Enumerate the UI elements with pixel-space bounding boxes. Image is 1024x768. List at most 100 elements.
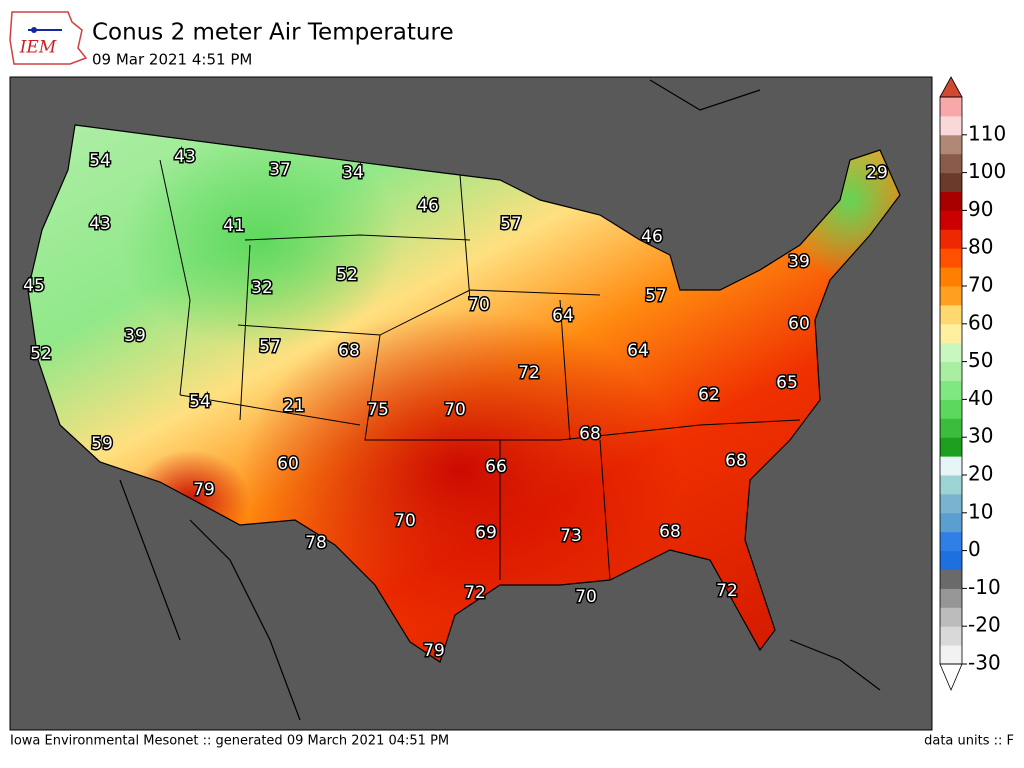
station-value: 54 bbox=[89, 151, 111, 171]
station-value: 72 bbox=[464, 583, 486, 603]
colorbar-band bbox=[940, 153, 962, 174]
colorbar-tick-label: 50 bbox=[968, 348, 993, 372]
colorbar-band bbox=[940, 399, 962, 419]
colorbar-band bbox=[940, 456, 962, 476]
station-value: 41 bbox=[223, 216, 245, 236]
colorbar-tick-label: 30 bbox=[968, 424, 993, 448]
station-value: 69 bbox=[475, 523, 497, 543]
colorbar-band bbox=[940, 210, 962, 230]
colorbar-band bbox=[940, 607, 962, 627]
station-value: 52 bbox=[336, 265, 358, 285]
station-value: 68 bbox=[338, 341, 360, 361]
colorbar-band bbox=[940, 342, 962, 363]
station-value: 78 bbox=[305, 533, 327, 553]
station-value: 70 bbox=[444, 400, 466, 420]
colorbar-band bbox=[940, 645, 962, 665]
station-value: 57 bbox=[259, 337, 281, 357]
colorbar-band bbox=[940, 418, 962, 438]
colorbar-band bbox=[940, 531, 962, 552]
station-value: 65 bbox=[776, 373, 798, 393]
station-value: 29 bbox=[866, 163, 888, 183]
station-value: 68 bbox=[659, 522, 681, 542]
colorbar-tick-label: -10 bbox=[968, 575, 1001, 599]
colorbar-band bbox=[940, 512, 962, 533]
colorbar-band bbox=[940, 304, 962, 325]
colorbar-under bbox=[939, 663, 963, 692]
logo-text: IEM bbox=[19, 38, 57, 58]
station-value: 46 bbox=[641, 227, 663, 247]
colorbar-tick-label: 80 bbox=[968, 235, 993, 259]
station-value: 43 bbox=[89, 214, 111, 234]
station-value: 79 bbox=[423, 641, 445, 661]
colorbar-band bbox=[940, 134, 962, 155]
station-value: 39 bbox=[788, 252, 810, 272]
station-value: 64 bbox=[552, 306, 574, 326]
title: Conus 2 meter Air Temperature bbox=[92, 20, 454, 46]
station-value: 54 bbox=[189, 392, 211, 412]
station-value: 46 bbox=[417, 196, 439, 216]
colorbar-tick-label: -20 bbox=[968, 613, 1001, 637]
colorbar-band bbox=[940, 286, 962, 306]
colorbar-tick-label: 0 bbox=[968, 537, 981, 561]
subtitle: 09 Mar 2021 4:51 PM bbox=[92, 51, 252, 69]
station-value: 57 bbox=[645, 286, 667, 306]
station-value: 72 bbox=[518, 363, 540, 383]
colorbar-band bbox=[940, 475, 962, 495]
colorbar-band bbox=[940, 437, 962, 457]
colorbar-over bbox=[939, 76, 963, 98]
colorbar-band bbox=[940, 588, 962, 608]
colorbar-frame bbox=[939, 96, 963, 665]
colorbar-tick-label: 70 bbox=[968, 273, 993, 297]
station-value: 64 bbox=[627, 341, 649, 361]
station-value: 59 bbox=[91, 434, 113, 454]
colorbar-band bbox=[940, 97, 962, 117]
colorbar-band bbox=[940, 229, 962, 249]
colorbar-tick-label: 60 bbox=[968, 310, 993, 334]
logo: IEM bbox=[9, 11, 88, 65]
station-value: 68 bbox=[725, 451, 747, 471]
station-value: 79 bbox=[193, 480, 215, 500]
station-value: 70 bbox=[468, 295, 490, 315]
colorbar-band bbox=[940, 172, 962, 192]
station-value: 70 bbox=[394, 511, 416, 531]
colorbar-band bbox=[940, 248, 962, 268]
station-value: 52 bbox=[30, 344, 52, 364]
station-value: 62 bbox=[698, 385, 720, 405]
colorbar-band bbox=[940, 626, 962, 646]
colorbar-tick-label: 110 bbox=[968, 121, 1006, 145]
station-value: 45 bbox=[23, 276, 45, 296]
station-value: 32 bbox=[251, 278, 273, 298]
colorbar-tick-label: -30 bbox=[968, 651, 1001, 675]
station-value: 34 bbox=[342, 163, 364, 183]
colorbar-tick-label: 20 bbox=[968, 462, 993, 486]
station-value: 70 bbox=[575, 587, 597, 607]
station-value: 66 bbox=[485, 457, 507, 477]
station-value: 72 bbox=[716, 581, 738, 601]
colorbar-band bbox=[940, 361, 962, 381]
station-value: 68 bbox=[579, 424, 601, 444]
station-value: 75 bbox=[367, 400, 389, 420]
station-value: 37 bbox=[269, 160, 291, 180]
map: 54 43 37 34 46 57 46 29 43 41 52 32 39 45 70 64 57 60 39 57… bbox=[9, 76, 933, 731]
colorbar-tick-label: 90 bbox=[968, 197, 993, 221]
footer-right: data units :: F bbox=[924, 734, 1014, 749]
colorbar-band bbox=[940, 323, 962, 344]
station-value: 60 bbox=[277, 454, 299, 474]
colorbar: -30 -20 -10 0 10 20 30 40 50 60 70 80 90 100 110 bbox=[939, 76, 1006, 692]
colorbar-tick-label: 10 bbox=[968, 499, 993, 523]
colorbar-band bbox=[940, 569, 962, 589]
colorbar-band bbox=[940, 380, 962, 400]
station-value: 21 bbox=[283, 396, 305, 416]
colorbar-band bbox=[940, 115, 962, 136]
colorbar-tick-label: 100 bbox=[968, 159, 1006, 183]
colorbar-band bbox=[940, 493, 962, 514]
colorbar-band bbox=[940, 267, 962, 287]
station-value: 43 bbox=[174, 147, 196, 167]
colorbar-band bbox=[940, 550, 962, 570]
colorbar-band bbox=[940, 191, 962, 211]
station-value: 39 bbox=[124, 326, 146, 346]
station-value: 73 bbox=[560, 526, 582, 546]
station-value: 60 bbox=[788, 314, 810, 334]
